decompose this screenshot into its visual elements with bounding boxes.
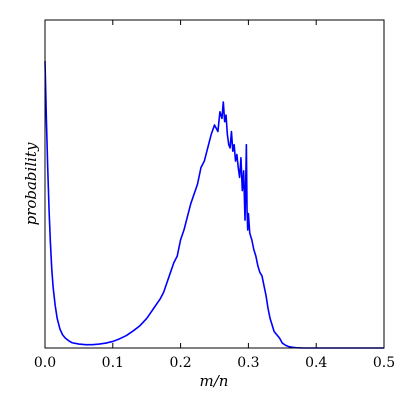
x-tick-label: 0.3 [237, 355, 259, 371]
x-axis-label: m/n [200, 372, 229, 390]
x-tick-labels: 0.0 0.1 0.2 0.3 0.4 0.5 [34, 355, 395, 371]
series-line [44, 60, 384, 349]
x-tick-label: 0.4 [305, 355, 327, 371]
x-tick-label: 0.1 [102, 355, 124, 371]
x-tick-label: 0.0 [34, 355, 56, 371]
plot-background [45, 20, 384, 348]
x-tick-label: 0.2 [169, 355, 191, 371]
plot-frame [44, 19, 385, 349]
y-axis-label: probability [22, 142, 40, 225]
x-tick-label: 0.5 [373, 355, 395, 371]
